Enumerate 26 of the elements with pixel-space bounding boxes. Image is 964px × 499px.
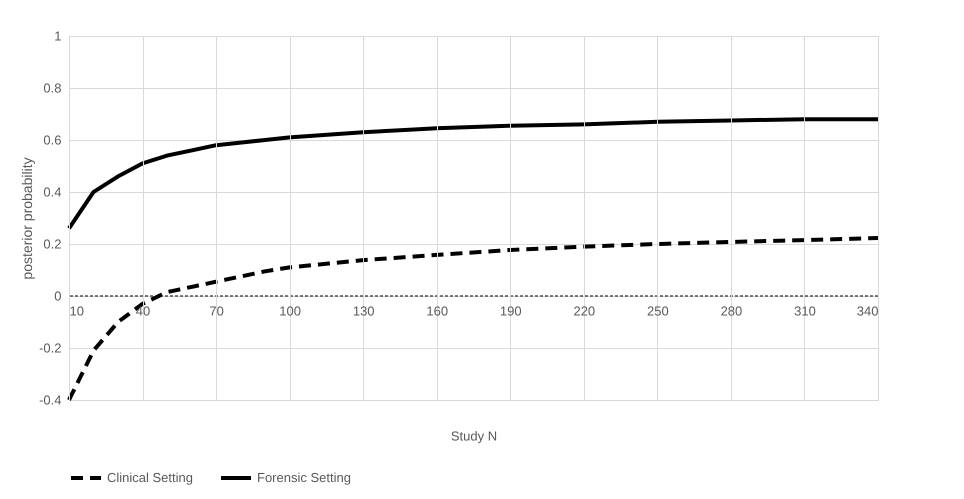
- x-tick-label: 10: [70, 304, 84, 318]
- x-tick-label: 160: [426, 304, 448, 318]
- y-tick-label: 0: [54, 288, 62, 304]
- y-tick-label: 0.4: [43, 184, 62, 200]
- y-tick-label: 0.2: [43, 236, 62, 252]
- x-tick-label: 280: [720, 304, 742, 318]
- line-series: [67, 117, 880, 230]
- x-axis-title: Study N: [450, 428, 498, 444]
- x-tick-label: 100: [279, 304, 301, 318]
- y-tick-label: -0.2: [39, 340, 62, 356]
- y-tick-label: 0.6: [43, 132, 62, 148]
- x-tick-label: 220: [573, 304, 596, 318]
- x-tick-label: 70: [209, 304, 224, 318]
- legend-label: Forensic Setting: [257, 470, 351, 485]
- x-tick-label: 190: [500, 304, 522, 318]
- x-tick-label: 130: [352, 304, 375, 318]
- line-series: [67, 236, 880, 402]
- y-tick-label: 1: [54, 28, 62, 44]
- y-axis-title: posterior probability: [19, 157, 36, 280]
- x-tick-label: 340: [856, 304, 878, 318]
- x-tick-label: 40: [136, 304, 150, 318]
- legend-label: Clinical Setting: [107, 470, 193, 485]
- y-tick-label: 0.8: [43, 80, 62, 96]
- x-tick-label: 250: [647, 304, 669, 318]
- y-tick-label: -0.4: [39, 392, 62, 408]
- x-tick-label: 310: [794, 304, 816, 318]
